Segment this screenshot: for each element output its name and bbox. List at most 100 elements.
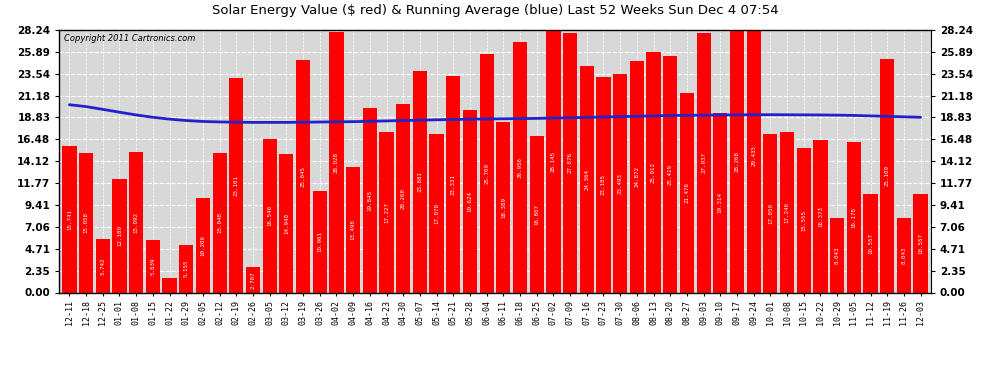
Text: 16.540: 16.540 xyxy=(267,205,272,226)
Text: 8.043: 8.043 xyxy=(835,246,840,264)
Bar xyxy=(563,33,577,292)
Text: 15.555: 15.555 xyxy=(801,210,806,231)
Text: 10.557: 10.557 xyxy=(868,233,873,254)
Bar xyxy=(362,108,377,292)
Bar xyxy=(780,132,794,292)
Text: 13.498: 13.498 xyxy=(350,219,355,240)
Bar xyxy=(479,54,494,292)
Bar xyxy=(897,218,911,292)
Text: 19.314: 19.314 xyxy=(718,192,723,213)
Text: 15.741: 15.741 xyxy=(67,209,72,230)
Text: 25.109: 25.109 xyxy=(885,165,890,186)
Bar xyxy=(596,77,611,292)
Text: Copyright 2011 Cartronics.com: Copyright 2011 Cartronics.com xyxy=(63,34,195,43)
Bar xyxy=(580,66,594,292)
Text: 23.881: 23.881 xyxy=(418,171,423,192)
Bar xyxy=(396,104,410,292)
Text: 15.048: 15.048 xyxy=(217,212,222,233)
Bar xyxy=(146,240,160,292)
Text: 21.476: 21.476 xyxy=(684,182,689,203)
Text: 2.707: 2.707 xyxy=(250,271,255,289)
Text: 10.557: 10.557 xyxy=(918,233,923,254)
Bar xyxy=(230,78,244,292)
Bar xyxy=(62,146,76,292)
Bar xyxy=(213,153,227,292)
Text: 23.185: 23.185 xyxy=(601,174,606,195)
Text: 27.876: 27.876 xyxy=(567,153,572,174)
Text: 17.246: 17.246 xyxy=(784,202,790,223)
Text: 17.050: 17.050 xyxy=(768,203,773,224)
Bar xyxy=(880,59,894,292)
Text: 23.493: 23.493 xyxy=(618,173,623,194)
Text: 28.145: 28.145 xyxy=(550,151,556,172)
Text: 19.624: 19.624 xyxy=(467,191,472,212)
Text: 15.092: 15.092 xyxy=(134,212,139,233)
Bar xyxy=(797,148,811,292)
Bar xyxy=(296,60,310,292)
Bar xyxy=(830,218,844,292)
Text: 23.101: 23.101 xyxy=(234,175,239,196)
Text: Solar Energy Value ($ red) & Running Average (blue) Last 52 Weeks Sun Dec 4 07:5: Solar Energy Value ($ red) & Running Ave… xyxy=(212,4,778,17)
Bar xyxy=(113,179,127,292)
Bar xyxy=(613,74,628,292)
Bar xyxy=(814,140,828,292)
Text: 10.206: 10.206 xyxy=(200,235,206,256)
Bar xyxy=(196,198,210,292)
Text: 5.742: 5.742 xyxy=(100,257,105,274)
Bar xyxy=(530,136,544,292)
Bar xyxy=(914,194,928,292)
Text: 20.268: 20.268 xyxy=(401,188,406,209)
Text: 27.937: 27.937 xyxy=(701,152,706,173)
Text: 12.180: 12.180 xyxy=(117,225,122,246)
Text: 24.872: 24.872 xyxy=(635,166,640,188)
Text: 17.227: 17.227 xyxy=(384,202,389,223)
Bar xyxy=(346,167,360,292)
Bar xyxy=(713,113,728,292)
Bar xyxy=(646,52,660,292)
Bar xyxy=(763,134,777,292)
Text: 19.845: 19.845 xyxy=(367,190,372,211)
Bar xyxy=(162,278,176,292)
Text: 25.419: 25.419 xyxy=(667,164,673,185)
Bar xyxy=(513,42,527,292)
Text: 8.043: 8.043 xyxy=(902,246,907,264)
Bar xyxy=(262,139,277,292)
Bar xyxy=(446,76,460,292)
Bar xyxy=(463,110,477,292)
Text: 5.155: 5.155 xyxy=(184,260,189,277)
Bar xyxy=(663,56,677,292)
Bar xyxy=(863,194,877,292)
Bar xyxy=(680,93,694,292)
Bar xyxy=(313,190,327,292)
Text: 18.389: 18.389 xyxy=(501,196,506,217)
Bar xyxy=(129,152,144,292)
Text: 25.709: 25.709 xyxy=(484,162,489,183)
Text: 25.912: 25.912 xyxy=(651,162,656,183)
Text: 16.373: 16.373 xyxy=(818,206,823,227)
Bar xyxy=(697,33,711,292)
Bar xyxy=(746,19,760,292)
Bar xyxy=(330,32,344,292)
Text: 17.070: 17.070 xyxy=(434,202,440,223)
Bar xyxy=(96,239,110,292)
Text: 5.639: 5.639 xyxy=(150,258,155,275)
Text: 10.961: 10.961 xyxy=(317,231,323,252)
Bar xyxy=(246,267,260,292)
Text: 29.435: 29.435 xyxy=(751,145,756,166)
Text: 28.028: 28.028 xyxy=(334,152,339,173)
Bar xyxy=(179,244,193,292)
Text: 28.268: 28.268 xyxy=(735,151,740,172)
Bar xyxy=(430,134,444,292)
Bar xyxy=(846,142,861,292)
Text: 23.331: 23.331 xyxy=(450,174,455,195)
Text: 16.178: 16.178 xyxy=(851,207,856,228)
Bar xyxy=(546,31,560,292)
Bar xyxy=(279,154,293,292)
Bar xyxy=(413,70,427,292)
Bar xyxy=(730,30,744,292)
Bar xyxy=(630,61,644,292)
Bar xyxy=(379,132,394,292)
Text: 26.956: 26.956 xyxy=(518,157,523,178)
Text: 24.364: 24.364 xyxy=(584,169,589,190)
Text: 16.807: 16.807 xyxy=(535,204,540,225)
